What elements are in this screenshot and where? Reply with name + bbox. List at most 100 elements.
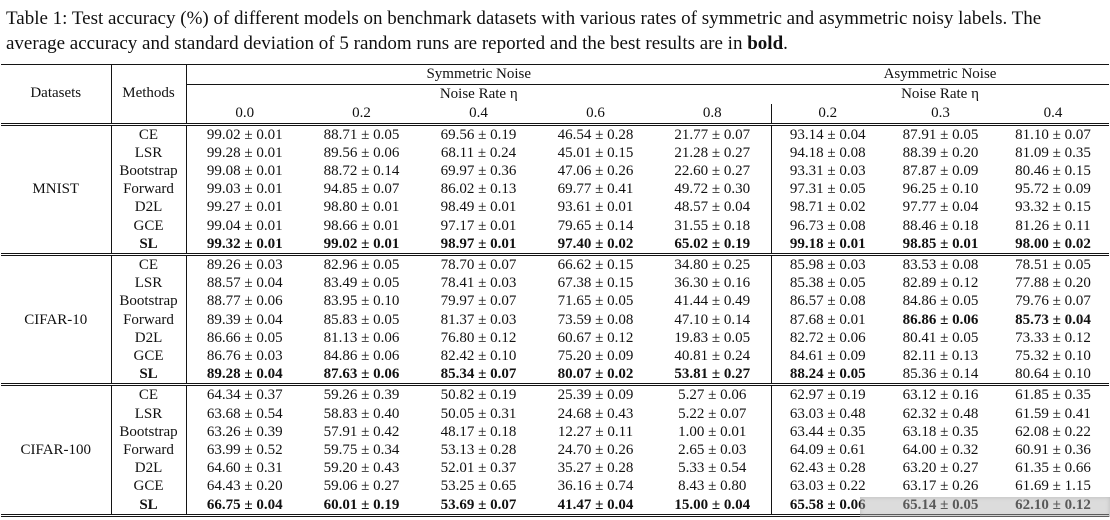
- accuracy-cell: 24.68 ± 0.43: [557, 405, 634, 422]
- header-asymmetric-noise: Asymmetric Noise: [771, 64, 1110, 85]
- accuracy-cell: 78.51 ± 0.05: [1015, 256, 1091, 273]
- accuracy-cell: 63.18 ± 0.35: [902, 423, 979, 440]
- accuracy-cell: 94.85 ± 0.07: [323, 181, 400, 198]
- accuracy-cell: 52.01 ± 0.37: [440, 460, 517, 477]
- accuracy-cell: 81.10 ± 0.07: [1015, 126, 1091, 143]
- accuracy-cell: 22.60 ± 0.27: [654, 161, 772, 181]
- header-rate-asym-0.4: 0.4: [1043, 104, 1063, 121]
- accuracy-cell: 85.34 ± 0.07: [440, 366, 517, 383]
- accuracy-cell: 65.02 ± 0.19: [654, 234, 772, 255]
- header-rate-sym-0.4: 0.4: [469, 104, 488, 121]
- accuracy-cell: 88.39 ± 0.20: [902, 144, 979, 161]
- accuracy-cell: 87.68 ± 0.01: [789, 311, 866, 328]
- accuracy-cell: 89.39 ± 0.04: [206, 311, 283, 328]
- method-label: CE: [111, 254, 187, 275]
- accuracy-cell: 58.83 ± 0.40: [323, 405, 400, 422]
- accuracy-cell: 86.57 ± 0.08: [789, 293, 866, 310]
- header-rate-sym-0.0: 0.0: [235, 104, 255, 121]
- header-symmetric-noise: Symmetric Noise: [186, 64, 772, 85]
- accuracy-cell: 81.26 ± 0.11: [1015, 217, 1091, 234]
- accuracy-cell: 12.27 ± 0.11: [557, 423, 634, 440]
- method-label: LSR: [111, 143, 187, 162]
- accuracy-cell: 88.57 ± 0.04: [206, 275, 283, 292]
- accuracy-cell: 15.00 ± 0.04: [654, 495, 772, 516]
- accuracy-cell: 87.91 ± 0.05: [902, 126, 979, 143]
- accuracy-cell: 76.80 ± 0.12: [440, 329, 517, 346]
- accuracy-cell: 48.17 ± 0.18: [440, 423, 517, 440]
- accuracy-cell: 99.02 ± 0.01: [323, 235, 400, 252]
- accuracy-cell: 63.20 ± 0.27: [902, 460, 979, 477]
- accuracy-cell: 98.71 ± 0.02: [789, 199, 866, 216]
- table-row: GCE 64.43 ± 0.20 59.06 ± 0.27 53.25 ± 0.65 3…: [1, 477, 1109, 496]
- table-row: D2L 86.66 ± 0.05 81.13 ± 0.06 76.80 ± 0.12 6…: [1, 328, 1109, 347]
- table-row: GCE 86.76 ± 0.03 84.86 ± 0.06 82.42 ± 0.10 7…: [1, 346, 1109, 366]
- accuracy-cell: 79.76 ± 0.07: [1015, 293, 1091, 310]
- accuracy-cell: 68.11 ± 0.24: [440, 144, 517, 161]
- table-row: Bootstrap 88.77 ± 0.06 83.95 ± 0.10 79.97 ±…: [1, 292, 1109, 311]
- accuracy-cell: 75.20 ± 0.09: [557, 347, 634, 364]
- accuracy-cell: 89.56 ± 0.06: [323, 144, 400, 161]
- accuracy-cell: 65.14 ± 0.05: [902, 496, 979, 513]
- table-row: LSR 88.57 ± 0.04 83.49 ± 0.05 78.41 ± 0.03 6…: [1, 274, 1109, 293]
- header-rate-sym-0.8: 0.8: [654, 103, 772, 125]
- method-label: GCE: [111, 216, 187, 235]
- accuracy-cell: 99.27 ± 0.01: [206, 199, 283, 216]
- table-row: LSR 99.28 ± 0.01 89.56 ± 0.06 68.11 ± 0.24 4…: [1, 143, 1109, 162]
- accuracy-cell: 62.08 ± 0.22: [1015, 423, 1091, 440]
- accuracy-cell: 82.72 ± 0.06: [789, 329, 866, 346]
- accuracy-cell: 81.13 ± 0.06: [323, 329, 400, 346]
- accuracy-cell: 93.61 ± 0.01: [557, 199, 634, 216]
- accuracy-cell: 1.00 ± 0.01: [654, 422, 772, 441]
- header-row-noise-type: Datasets Methods Symmetric Noise Asymmet…: [1, 64, 1110, 125]
- accuracy-cell: 85.98 ± 0.03: [789, 256, 866, 273]
- header-row-rates: 0.0 0.2 0.4 0.6 0.8 0.2 0.3 0.4: [1, 103, 1109, 125]
- accuracy-cell: 19.83 ± 0.05: [654, 328, 772, 347]
- accuracy-cell: 85.38 ± 0.05: [789, 275, 866, 292]
- accuracy-cell: 36.16 ± 0.74: [557, 478, 634, 495]
- accuracy-cell: 61.59 ± 0.41: [1015, 405, 1091, 422]
- table-row: SL 89.28 ± 0.04 87.63 ± 0.06 85.34 ± 0.07 80…: [1, 365, 1109, 385]
- accuracy-cell: 88.46 ± 0.18: [902, 217, 979, 234]
- accuracy-cell: 40.81 ± 0.24: [654, 346, 772, 366]
- accuracy-cell: 64.34 ± 0.37: [206, 387, 283, 404]
- accuracy-cell: 61.69 ± 1.15: [1015, 478, 1091, 495]
- accuracy-cell: 62.10 ± 0.12: [1015, 496, 1091, 513]
- accuracy-cell: 2.65 ± 0.03: [654, 440, 772, 460]
- accuracy-cell: 81.37 ± 0.03: [440, 311, 517, 328]
- accuracy-cell: 82.96 ± 0.05: [323, 256, 400, 273]
- accuracy-cell: 63.17 ± 0.26: [902, 478, 979, 495]
- accuracy-cell: 79.65 ± 0.14: [557, 217, 634, 234]
- table-row: D2L 99.27 ± 0.01 98.80 ± 0.01 98.49 ± 0.01 9…: [1, 198, 1109, 217]
- accuracy-cell: 35.27 ± 0.28: [557, 460, 634, 477]
- accuracy-cell: 64.60 ± 0.31: [206, 460, 283, 477]
- accuracy-cell: 60.01 ± 0.19: [323, 496, 400, 513]
- dataset-group-mnist: MNIST CE 99.02 ± 0.01 88.71 ± 0.05 69.56 ± 0…: [1, 124, 1110, 255]
- accuracy-cell: 50.82 ± 0.19: [440, 387, 517, 404]
- caption-period: .: [783, 33, 788, 55]
- accuracy-cell: 73.59 ± 0.08: [557, 311, 634, 328]
- accuracy-cell: 96.25 ± 0.10: [902, 181, 979, 198]
- accuracy-cell: 77.88 ± 0.20: [1015, 275, 1091, 292]
- accuracy-cell: 82.11 ± 0.13: [902, 347, 979, 364]
- accuracy-cell: 64.00 ± 0.32: [902, 441, 979, 458]
- dataset-label: CIFAR-100: [1, 384, 112, 516]
- accuracy-cell: 99.08 ± 0.01: [206, 162, 283, 179]
- accuracy-cell: 59.75 ± 0.34: [323, 441, 400, 458]
- dataset-group-cifar-10: CIFAR-10 CE 89.26 ± 0.03 82.96 ± 0.05 78.70 …: [1, 254, 1110, 385]
- table-row: Forward 99.03 ± 0.01 94.85 ± 0.07 86.02 ± 0…: [1, 180, 1109, 199]
- header-rate-asym-0.3: 0.3: [931, 104, 950, 121]
- accuracy-cell: 97.17 ± 0.01: [440, 217, 517, 234]
- accuracy-cell: 61.85 ± 0.35: [1015, 387, 1091, 404]
- header-noise-rate-asymmetric: Noise Rate η: [901, 85, 979, 102]
- accuracy-cell: 31.55 ± 0.18: [654, 216, 772, 235]
- accuracy-cell: 86.76 ± 0.03: [206, 347, 283, 364]
- accuracy-cell: 99.02 ± 0.01: [206, 126, 283, 143]
- table-caption: Table 1: Test accuracy (%) of different …: [0, 0, 1110, 57]
- method-label: SL: [111, 234, 187, 255]
- accuracy-cell: 84.61 ± 0.09: [789, 347, 866, 364]
- accuracy-cell: 96.73 ± 0.08: [789, 217, 866, 234]
- accuracy-cell: 80.46 ± 0.15: [1015, 162, 1091, 179]
- method-label: GCE: [111, 477, 187, 496]
- method-label: D2L: [111, 198, 187, 217]
